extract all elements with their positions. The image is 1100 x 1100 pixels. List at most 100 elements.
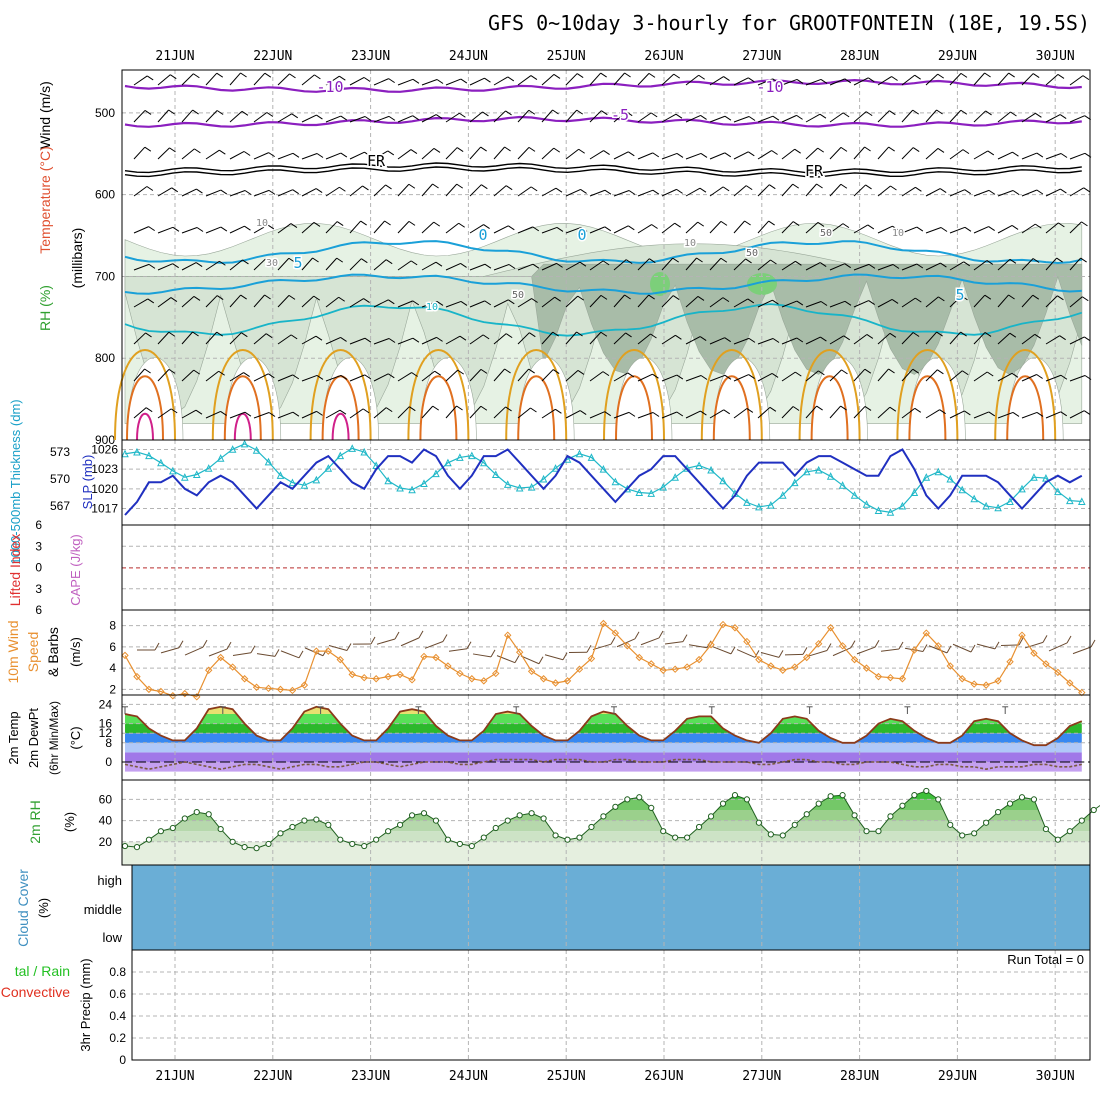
wind-barb xyxy=(661,334,676,345)
thickness-marker xyxy=(623,484,632,493)
wind-barb xyxy=(1021,189,1038,197)
wind-barb-flag xyxy=(313,295,321,301)
wind-barb-flag xyxy=(912,109,920,115)
wind-barb-flag xyxy=(964,226,972,232)
wind-barb-flag xyxy=(892,225,899,231)
wind-barb xyxy=(1021,333,1036,345)
wind-barb xyxy=(613,151,629,160)
wind-barb-flag xyxy=(841,369,848,375)
wind-barb-flag xyxy=(241,332,248,338)
wind-barb-flag xyxy=(772,78,780,84)
wind-barb-flag xyxy=(1035,223,1042,229)
wind-barb xyxy=(373,150,389,160)
wind-barb xyxy=(229,259,243,271)
surface-wind-barb xyxy=(520,655,540,665)
wind-barb xyxy=(997,111,1011,123)
wind-barb-flag xyxy=(792,221,800,226)
wind-barb-flag xyxy=(676,374,684,380)
wind-speed-marker xyxy=(934,642,942,650)
thickness-marker xyxy=(324,464,333,472)
surface-wind-barb-flag xyxy=(442,634,448,642)
wind-barb-flag xyxy=(480,368,488,374)
wind-barb xyxy=(685,375,702,382)
lifted-index-label: Lifted Index xyxy=(7,534,23,606)
surface-wind-barb xyxy=(592,643,612,651)
date-label-bottom: 22JUN xyxy=(253,1069,292,1084)
wind-barb-flag xyxy=(770,259,777,265)
contour-15 xyxy=(798,349,861,441)
wind-barb xyxy=(949,261,964,271)
wind-barb xyxy=(421,405,434,419)
wind-barb xyxy=(853,368,866,382)
wind-barb xyxy=(757,184,770,197)
rh-marker xyxy=(1018,794,1026,801)
thickness-marker xyxy=(719,476,727,485)
minmax-label: (6hr Min/Max) xyxy=(47,701,61,775)
wind-barb xyxy=(637,412,654,419)
wind-speed-label: Speed xyxy=(25,632,41,672)
wind-barb xyxy=(1069,115,1085,123)
wind-barb-flag xyxy=(291,113,299,119)
rh-marker xyxy=(169,824,176,832)
surface-wind-barb xyxy=(496,655,516,664)
wind-barb xyxy=(517,109,530,123)
cloud-label: Cloud Cover xyxy=(15,869,31,947)
wind-barb xyxy=(205,110,218,123)
wind-barb-flag xyxy=(912,332,920,337)
wind-barb xyxy=(949,149,964,160)
cape-axis-label: CAPE (J/kg) xyxy=(68,534,83,606)
wind-barb-flag xyxy=(864,368,872,374)
wind-barb xyxy=(277,73,290,86)
wind-barb xyxy=(421,300,438,308)
wind-barb-flag xyxy=(169,74,177,80)
wind-barb xyxy=(541,109,553,123)
rh-marker xyxy=(229,838,236,845)
wind-barb-flag xyxy=(628,411,636,417)
y-tick-label: 24 xyxy=(99,697,113,711)
wind-barb xyxy=(973,411,989,419)
wind-barb xyxy=(805,405,818,419)
wind-barb-flag xyxy=(600,294,608,300)
wind-barb xyxy=(613,111,627,123)
wind-barb-flag xyxy=(220,226,228,232)
wind-speed-marker xyxy=(515,648,524,656)
contour-label: 50 xyxy=(820,228,832,239)
wind-barb-flag xyxy=(628,190,636,195)
contour-minus5 xyxy=(124,115,1082,128)
surface-wind-barb-flag xyxy=(970,644,976,653)
wind-barb-flag xyxy=(602,371,610,377)
wind-barb xyxy=(949,331,961,345)
li-tick-label: 0 xyxy=(35,561,42,575)
wind-speed-marker xyxy=(432,653,440,662)
wind-barb-flag xyxy=(1058,222,1065,228)
wind-barb xyxy=(1021,73,1034,86)
thickness-marker xyxy=(444,458,452,467)
wind-barb-flag xyxy=(604,226,612,232)
surface-wind-barb xyxy=(448,648,468,652)
wind-barb xyxy=(157,226,174,234)
wind-barb-flag xyxy=(937,148,945,153)
surface-wind-barb xyxy=(928,645,948,654)
wind-barb-flag xyxy=(720,220,728,226)
wind-barb xyxy=(349,77,365,86)
wind-speed-marker xyxy=(360,673,368,682)
wind-barb-flag xyxy=(579,410,587,416)
wind-barb-flag xyxy=(772,338,780,343)
wind-barb xyxy=(757,259,771,271)
wind-barb-flag xyxy=(172,263,179,269)
wind-barb xyxy=(973,371,988,382)
wind-barb xyxy=(925,409,940,419)
wind-barb-flag xyxy=(241,110,249,116)
surface-wind-barb xyxy=(952,643,972,653)
wind-barb xyxy=(829,405,841,419)
wind-barb xyxy=(541,262,557,271)
surface-wind-barb-flag xyxy=(370,636,376,645)
rh-marker xyxy=(193,809,200,816)
y-tick-label: 12 xyxy=(99,726,113,740)
temp-label: 2m Temp xyxy=(6,711,21,764)
wind-barb xyxy=(805,336,821,345)
wind-barb-flag xyxy=(171,187,179,193)
surface-wind-barb xyxy=(1048,642,1068,652)
wind-barb-flag xyxy=(436,79,444,84)
rh-marker xyxy=(480,834,487,841)
